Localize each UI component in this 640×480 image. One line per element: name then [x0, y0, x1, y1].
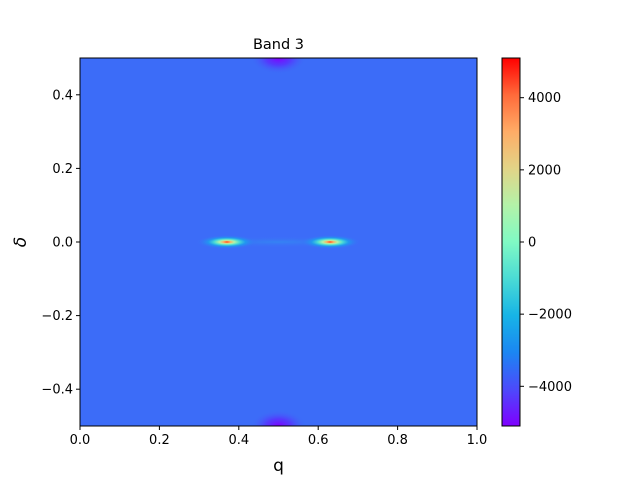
colorbar-tick-label: −2000 — [528, 308, 572, 323]
colorbar-tick-label: −4000 — [528, 380, 572, 395]
heatmap-dip-3 — [250, 58, 307, 74]
x-tick-label: 0.6 — [308, 433, 329, 448]
x-tick-label: 0.0 — [70, 433, 91, 448]
colorbar — [501, 57, 521, 427]
x-axis: 0.0 0.2 0.4 0.6 0.8 1.0 — [70, 426, 488, 448]
heatmap-dip-4 — [250, 410, 307, 426]
x-tick-label: 0.8 — [387, 433, 408, 448]
y-tick-label: 0.4 — [52, 88, 73, 103]
colorbar-axis: −4000 −2000 0 2000 4000 — [520, 91, 572, 395]
y-tick-label: −0.2 — [41, 309, 73, 324]
x-axis-label: q — [273, 456, 284, 476]
colorbar-tick-label: 4000 — [528, 91, 561, 106]
colorbar-tick-label: 0 — [528, 236, 536, 251]
heatmap-area — [80, 58, 477, 426]
y-tick-label: 0.0 — [52, 236, 73, 251]
y-axis-label: δ — [11, 237, 31, 247]
x-tick-label: 0.2 — [149, 433, 170, 448]
heatmap-peak-2 — [300, 235, 361, 249]
heatmap-peak-1 — [196, 235, 257, 249]
colorbar-tick-label: 2000 — [528, 163, 561, 178]
y-tick-label: −0.4 — [41, 383, 73, 398]
x-tick-label: 1.0 — [467, 433, 488, 448]
x-tick-label: 0.4 — [228, 433, 249, 448]
y-axis: −0.4 −0.2 0.0 0.2 0.4 — [41, 88, 80, 398]
chart-title: Band 3 — [253, 37, 304, 53]
y-tick-label: 0.2 — [52, 162, 73, 177]
